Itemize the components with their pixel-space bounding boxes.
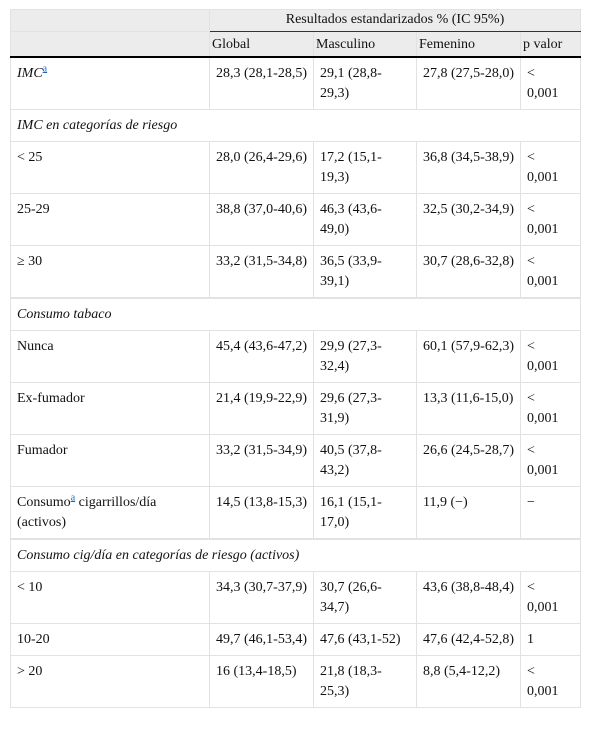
results-table: Resultados estandarizados % (IC 95%) Glo… <box>10 9 581 708</box>
section-row: Consumo cig/día en categorías de riesgo … <box>10 539 581 572</box>
value-cell: 13,3 (11,6-15,0) <box>416 382 521 435</box>
p-value: < 0,001 <box>520 245 581 298</box>
value-cell: 43,6 (38,8-48,4) <box>416 571 521 624</box>
value-cell: 17,2 (15,1-19,3) <box>313 141 417 194</box>
value-cell: 30,7 (26,6-34,7) <box>313 571 417 624</box>
value-cell: 11,9 (−) <box>416 486 521 539</box>
footnote-link[interactable]: a <box>42 63 48 75</box>
value-cell: 60,1 (57,9-62,3) <box>416 330 521 383</box>
group-header: Resultados estandarizados % (IC 95%) <box>209 9 581 32</box>
value-cell: 29,9 (27,3-32,4) <box>313 330 417 383</box>
value-cell: 29,6 (27,3-31,9) <box>313 382 417 435</box>
header-cell <box>10 31 210 58</box>
row-label: IMCa <box>10 56 210 110</box>
section-row: IMC en categorías de riesgo <box>10 109 581 142</box>
section-label: Consumo cig/día en categorías de riesgo … <box>10 539 581 572</box>
value-cell: 45,4 (43,6-47,2) <box>209 330 314 383</box>
row-label-text: > 20 <box>17 664 43 679</box>
row-label: 25-29 <box>10 193 210 246</box>
row-label-text: Fumador <box>17 443 68 458</box>
value-cell: 38,8 (37,0-40,6) <box>209 193 314 246</box>
table-part: Resultados estandarizados % (IC 95%) Glo… <box>10 9 581 58</box>
row-label: Fumador <box>10 434 210 487</box>
value-cell: 36,5 (33,9-39,1) <box>313 245 417 298</box>
value-cell: 33,2 (31,5-34,9) <box>209 434 314 487</box>
column-header: p valor <box>520 31 581 58</box>
section-label: IMC en categorías de riesgo <box>10 109 581 142</box>
value-cell: 21,8 (18,3-25,3) <box>313 655 417 708</box>
p-value: < 0,001 <box>520 655 581 708</box>
row-label-text: ≥ 30 <box>17 254 43 269</box>
value-cell: 16,1 (15,1-17,0) <box>313 486 417 539</box>
row-label-text: Ex-fumador <box>17 391 85 406</box>
value-cell: 28,3 (28,1-28,5) <box>209 56 314 110</box>
value-cell: 36,8 (34,5-38,9) <box>416 141 521 194</box>
row-label: < 25 <box>10 141 210 194</box>
row-label-text: < 25 <box>17 150 43 165</box>
value-cell: 40,5 (37,8-43,2) <box>313 434 417 487</box>
p-value: < 0,001 <box>520 56 581 110</box>
data-row: < 10 34,3 (30,7-37,9) 30,7 (26,6-34,7) 43,6… <box>10 571 581 624</box>
table-part: IMCa 28,3 (28,1-28,5) 29,1 (28,8-29,3) 27,8… <box>10 56 581 708</box>
footnote-link[interactable]: a <box>70 492 76 504</box>
value-cell: 49,7 (46,1-53,4) <box>209 623 314 656</box>
row-label: 10-20 <box>10 623 210 656</box>
value-cell: 28,0 (26,4-29,6) <box>209 141 314 194</box>
value-cell: 26,6 (24,5-28,7) <box>416 434 521 487</box>
data-row: Nunca 45,4 (43,6-47,2) 29,9 (27,3-32,4) 60,… <box>10 330 581 383</box>
value-cell: 16 (13,4-18,5) <box>209 655 314 708</box>
value-cell: 29,1 (28,8-29,3) <box>313 56 417 110</box>
value-cell: 33,2 (31,5-34,8) <box>209 245 314 298</box>
p-value: < 0,001 <box>520 141 581 194</box>
header-cell <box>10 9 210 32</box>
data-row: Ex-fumador 21,4 (19,9-22,9) 29,6 (27,3-31,… <box>10 382 581 435</box>
header-row: Resultados estandarizados % (IC 95%) <box>10 9 581 32</box>
value-cell: 32,5 (30,2-34,9) <box>416 193 521 246</box>
row-label-text: 10-20 <box>17 632 50 647</box>
value-cell: 14,5 (13,8-15,3) <box>209 486 314 539</box>
column-header: Global <box>209 31 314 58</box>
section-row: Consumo tabaco <box>10 298 581 331</box>
value-cell: 46,3 (43,6-49,0) <box>313 193 417 246</box>
row-label-text: 25-29 <box>17 202 50 217</box>
row-label-text: < 10 <box>17 580 43 595</box>
value-cell: 8,8 (5,4-12,2) <box>416 655 521 708</box>
row-label: < 10 <box>10 571 210 624</box>
row-label: > 20 <box>10 655 210 708</box>
row-label: Consumoa cigarrillos/día (activos) <box>10 486 210 539</box>
data-row: ≥ 30 33,2 (31,5-34,8) 36,5 (33,9-39,1) 30,7… <box>10 245 581 298</box>
p-value: < 0,001 <box>520 434 581 487</box>
value-cell: 30,7 (28,6-32,8) <box>416 245 521 298</box>
data-row: Consumoa cigarrillos/día (activos) 14,5 (… <box>10 486 581 539</box>
data-row: < 25 28,0 (26,4-29,6) 17,2 (15,1-19,3) 36,8… <box>10 141 581 194</box>
value-cell: 34,3 (30,7-37,9) <box>209 571 314 624</box>
value-cell: 21,4 (19,9-22,9) <box>209 382 314 435</box>
header-row: Global Masculino Femenino p valor <box>10 31 581 58</box>
row-label-text: IMC <box>17 66 43 81</box>
data-row: 10-20 49,7 (46,1-53,4) 47,6 (43,1-52) 47,6 … <box>10 623 581 656</box>
p-value: − <box>520 486 581 539</box>
row-label: ≥ 30 <box>10 245 210 298</box>
value-cell: 47,6 (43,1-52) <box>313 623 417 656</box>
section-label: Consumo tabaco <box>10 298 581 331</box>
p-value: < 0,001 <box>520 571 581 624</box>
value-cell: 27,8 (27,5-28,0) <box>416 56 521 110</box>
column-header: Masculino <box>313 31 417 58</box>
data-row: 25-29 38,8 (37,0-40,6) 46,3 (43,6-49,0) 32,… <box>10 193 581 246</box>
data-row: > 20 16 (13,4-18,5) 21,8 (18,3-25,3) 8,8 (5… <box>10 655 581 708</box>
row-label-text: cigarrillos/día (activos) <box>17 495 157 530</box>
value-cell: 47,6 (42,4-52,8) <box>416 623 521 656</box>
p-value: 1 <box>520 623 581 656</box>
p-value: < 0,001 <box>520 382 581 435</box>
row-label: Nunca <box>10 330 210 383</box>
row-label-text: Consumo <box>17 495 71 510</box>
p-value: < 0,001 <box>520 193 581 246</box>
column-header: Femenino <box>416 31 521 58</box>
p-value: < 0,001 <box>520 330 581 383</box>
row-label: Ex-fumador <box>10 382 210 435</box>
data-row: IMCa 28,3 (28,1-28,5) 29,1 (28,8-29,3) 27,8… <box>10 56 581 110</box>
row-label-text: Nunca <box>17 339 54 354</box>
data-row: Fumador 33,2 (31,5-34,9) 40,5 (37,8-43,2) 2… <box>10 434 581 487</box>
